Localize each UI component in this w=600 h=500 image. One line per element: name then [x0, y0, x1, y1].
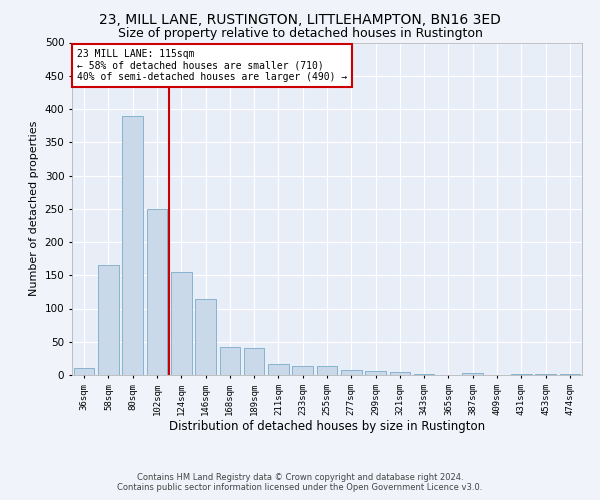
Bar [146, 209, 167, 375]
Bar [220, 347, 240, 375]
Bar [463, 373, 483, 375]
Bar [511, 374, 532, 375]
Text: Contains HM Land Registry data © Crown copyright and database right 2024.
Contai: Contains HM Land Registry data © Crown c… [118, 473, 482, 492]
Bar [341, 370, 362, 375]
Bar [122, 116, 143, 375]
Bar [389, 372, 410, 375]
Bar [244, 348, 265, 375]
Bar [292, 366, 313, 375]
Bar [535, 374, 556, 375]
Y-axis label: Number of detached properties: Number of detached properties [29, 121, 39, 296]
Text: Size of property relative to detached houses in Rustington: Size of property relative to detached ho… [118, 28, 482, 40]
Bar [560, 374, 580, 375]
Bar [195, 298, 216, 375]
Bar [98, 266, 119, 375]
Bar [74, 368, 94, 375]
X-axis label: Distribution of detached houses by size in Rustington: Distribution of detached houses by size … [169, 420, 485, 434]
Text: 23, MILL LANE, RUSTINGTON, LITTLEHAMPTON, BN16 3ED: 23, MILL LANE, RUSTINGTON, LITTLEHAMPTON… [99, 12, 501, 26]
Bar [268, 364, 289, 375]
Bar [171, 272, 191, 375]
Bar [365, 371, 386, 375]
Bar [317, 366, 337, 375]
Bar [414, 374, 434, 375]
Text: 23 MILL LANE: 115sqm
← 58% of detached houses are smaller (710)
40% of semi-deta: 23 MILL LANE: 115sqm ← 58% of detached h… [77, 49, 347, 82]
